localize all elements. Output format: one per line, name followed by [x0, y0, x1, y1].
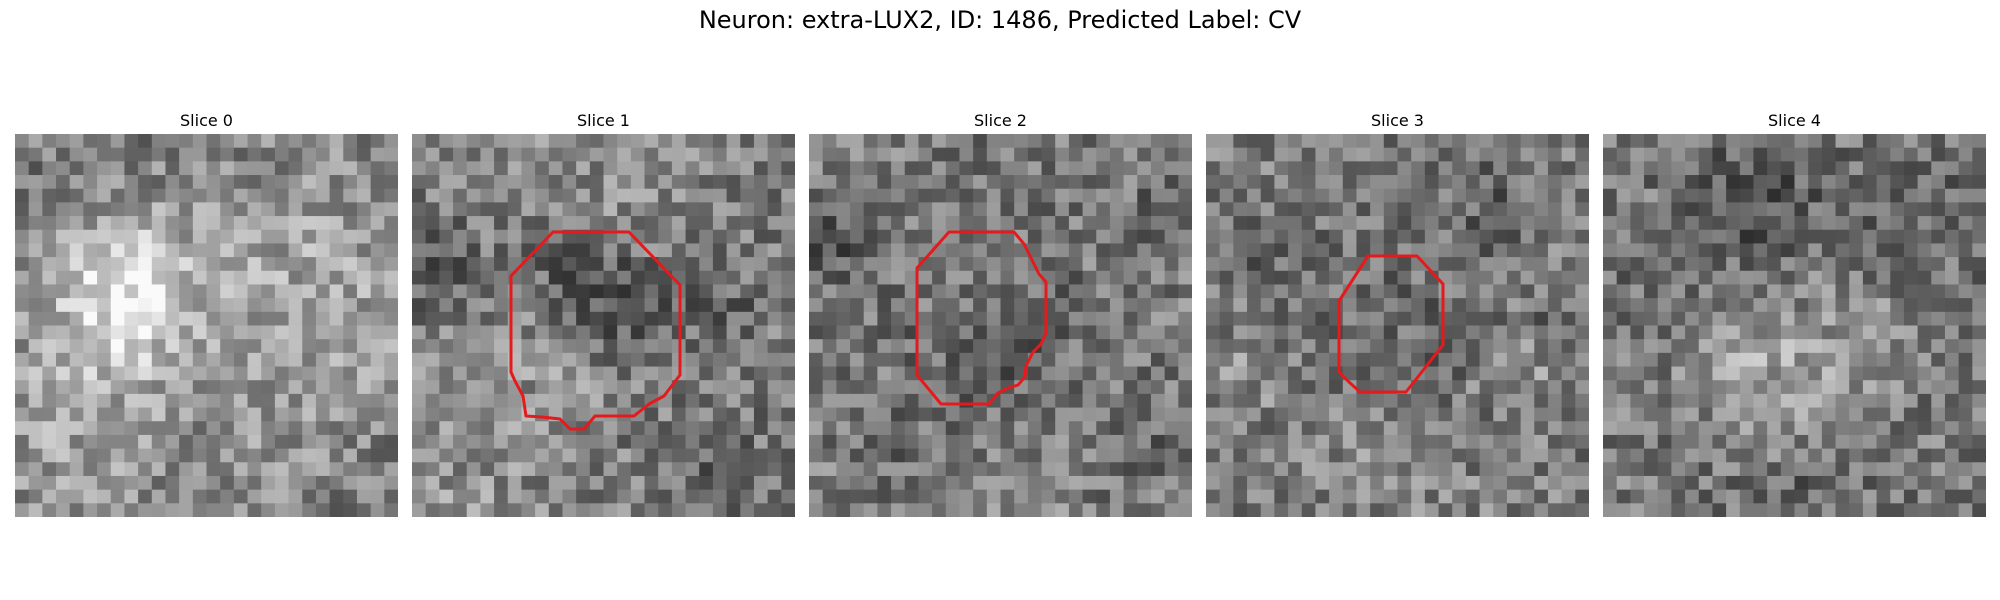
slice-image [1206, 134, 1589, 517]
slice-title: Slice 3 [1371, 111, 1424, 130]
slice-panel-4: Slice 4 [1603, 110, 1986, 517]
roi-outline [1337, 254, 1445, 394]
slice-image [15, 134, 398, 517]
slice-panel-0: Slice 0 [15, 110, 398, 517]
slice-image [1603, 134, 1986, 517]
slice-title: Slice 2 [974, 111, 1027, 130]
roi-outline [509, 230, 682, 431]
slice-panel-1: Slice 1 [412, 110, 795, 517]
slice-image [412, 134, 795, 517]
slice-panel-3: Slice 3 [1206, 110, 1589, 517]
roi-outline [915, 230, 1048, 406]
slice-panel-2: Slice 2 [809, 110, 1192, 517]
figure-title: Neuron: extra-LUX2, ID: 1486, Predicted … [698, 6, 1302, 34]
slice-title: Slice 1 [577, 111, 630, 130]
slice-title: Slice 4 [1768, 111, 1821, 130]
slice-title: Slice 0 [180, 111, 233, 130]
slice-image [809, 134, 1192, 517]
